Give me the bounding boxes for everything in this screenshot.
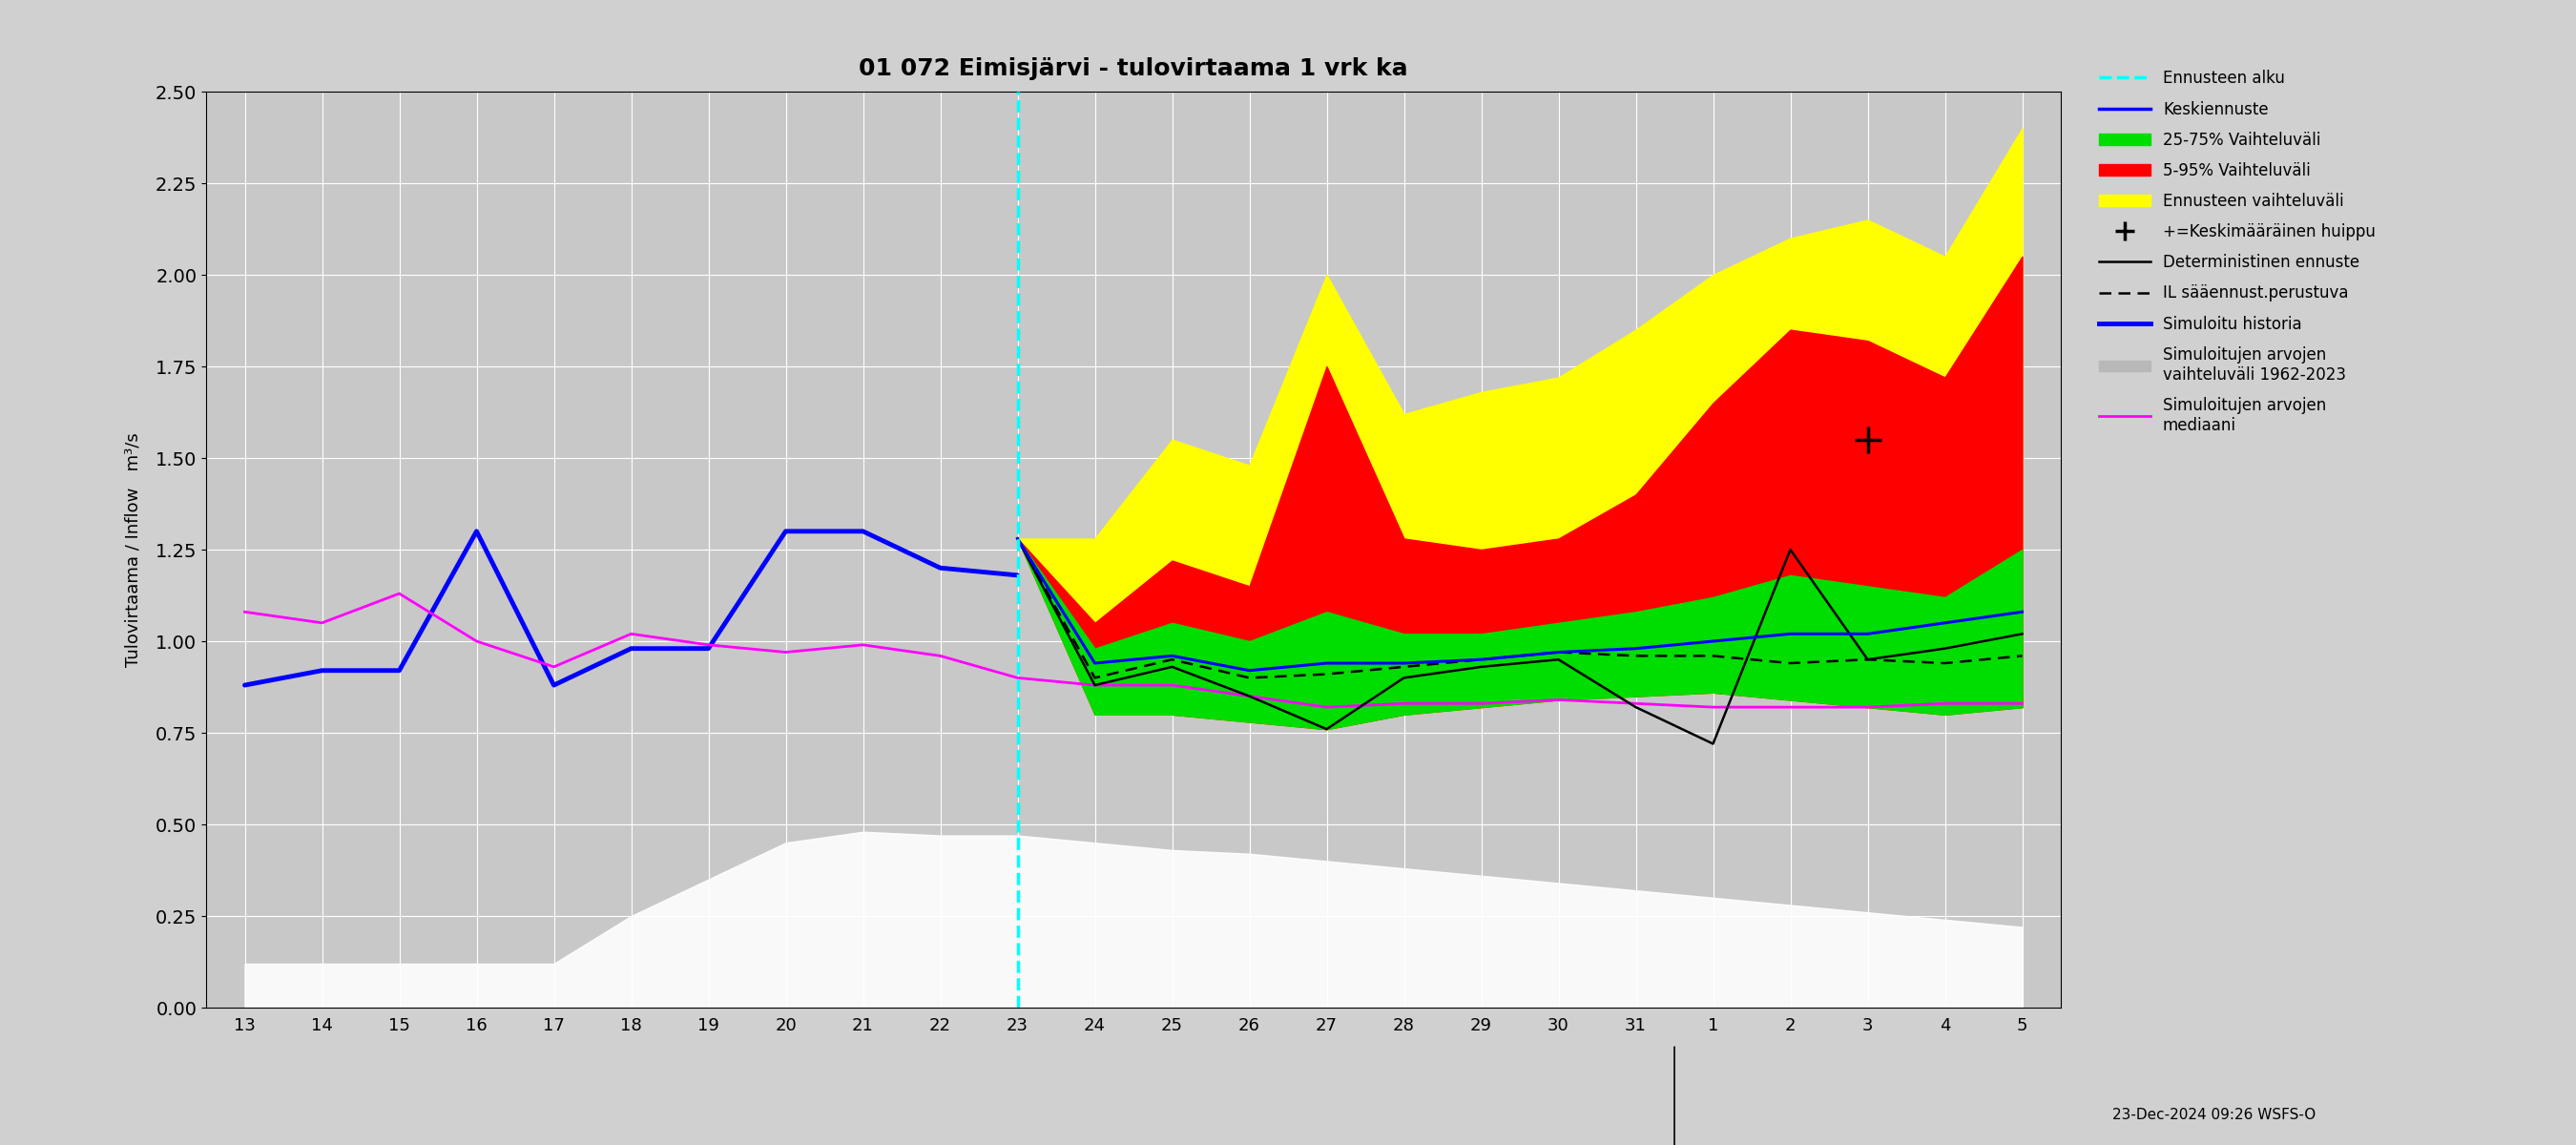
Title: 01 072 Eimisjärvi - tulovirtaama 1 vrk ka: 01 072 Eimisjärvi - tulovirtaama 1 vrk k… [858, 57, 1409, 80]
Y-axis label: Tulovirtaama / Inflow   m³/s: Tulovirtaama / Inflow m³/s [124, 433, 142, 666]
Text: 23-Dec-2024 09:26 WSFS-O: 23-Dec-2024 09:26 WSFS-O [2112, 1108, 2316, 1122]
Legend: Ennusteen alku, Keskiennuste, 25-75% Vaihteluväli, 5-95% Vaihteluväli, Ennusteen: Ennusteen alku, Keskiennuste, 25-75% Vai… [2094, 65, 2380, 439]
